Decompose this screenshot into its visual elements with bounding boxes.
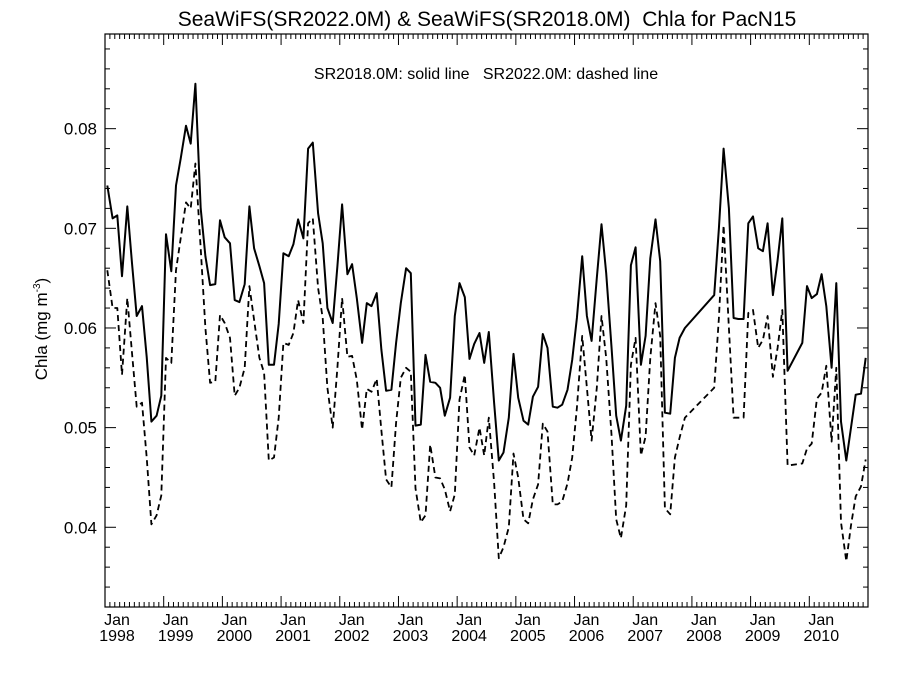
x-tick-year-label: 2009	[745, 628, 781, 645]
y-axis-label: Chla (mg m-3)	[32, 278, 51, 380]
x-tick-month-label: Jan	[632, 612, 658, 629]
series-line-sr2018-0m	[106, 82, 867, 462]
x-tick-year-label: 2005	[510, 628, 546, 645]
series-line-sr2022-0m	[106, 162, 867, 563]
x-tick-year-label: 2006	[569, 628, 605, 645]
y-axis-label-main: Chla (mg m	[32, 292, 51, 380]
x-tick-year-label: 2003	[393, 628, 429, 645]
x-tick-month-label: Jan	[398, 612, 424, 629]
x-tick-year-label: 2001	[275, 628, 311, 645]
plot-frame	[104, 33, 869, 608]
x-tick-month-label: Jan	[339, 612, 365, 629]
x-tick-year-label: 2000	[217, 628, 253, 645]
x-tick-year-label: 2010	[804, 628, 840, 645]
y-axis-label-close: )	[32, 278, 51, 284]
y-axis-label-sup: -3	[32, 283, 43, 292]
y-tick-label: 0.06	[64, 319, 97, 338]
x-tick-month-label: Jan	[515, 612, 541, 629]
x-tick-year-label: 2004	[451, 628, 487, 645]
chart-title: SeaWiFS(SR2022.0M) & SeaWiFS(SR2018.0M) …	[178, 8, 797, 31]
x-tick-month-label: Jan	[163, 612, 189, 629]
axis-ticks	[104, 34, 869, 607]
x-tick-year-label: 1998	[99, 628, 135, 645]
series-lines	[106, 82, 867, 563]
x-tick-month-label: Jan	[574, 612, 600, 629]
x-tick-year-label: 2007	[627, 628, 663, 645]
legend-annotation: SR2018.0M: solid line SR2022.0M: dashed …	[314, 66, 658, 83]
tick-labels: 0.040.050.060.070.08Jan1998Jan1999Jan200…	[64, 120, 839, 645]
y-tick-label: 0.04	[64, 518, 97, 537]
y-tick-label: 0.05	[64, 419, 97, 438]
x-tick-month-label: Jan	[808, 612, 834, 629]
y-tick-label: 0.08	[64, 120, 97, 139]
x-tick-month-label: Jan	[104, 612, 130, 629]
y-tick-label: 0.07	[64, 219, 97, 238]
x-tick-month-label: Jan	[221, 612, 247, 629]
x-tick-month-label: Jan	[456, 612, 482, 629]
x-tick-month-label: Jan	[691, 612, 717, 629]
x-tick-month-label: Jan	[750, 612, 776, 629]
x-tick-year-label: 2002	[334, 628, 370, 645]
x-tick-year-label: 1999	[158, 628, 194, 645]
x-tick-year-label: 2008	[686, 628, 722, 645]
x-tick-month-label: Jan	[280, 612, 306, 629]
